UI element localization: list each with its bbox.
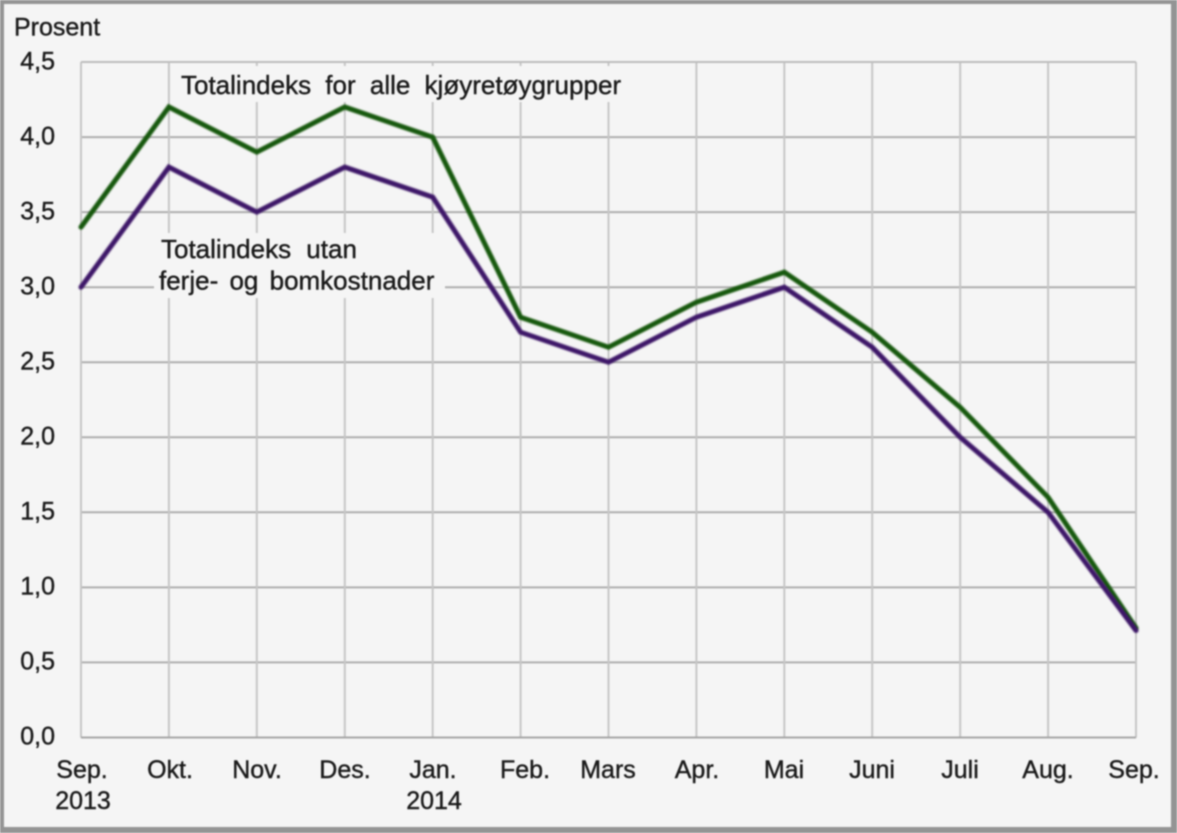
svg-text:Sep.: Sep. <box>1108 756 1159 784</box>
svg-text:0,0: 0,0 <box>20 723 55 751</box>
svg-text:2,5: 2,5 <box>20 348 55 376</box>
svg-text:Nov.: Nov. <box>232 756 282 784</box>
svg-text:Okt.: Okt. <box>147 756 193 784</box>
svg-text:Juli: Juli <box>941 756 979 784</box>
svg-text:Totalindeks utan: Totalindeks utan <box>161 234 357 264</box>
svg-text:4,5: 4,5 <box>20 48 55 76</box>
svg-text:Mai: Mai <box>764 756 804 784</box>
svg-text:4,0: 4,0 <box>20 123 55 151</box>
svg-text:Des.: Des. <box>319 756 370 784</box>
svg-text:Apr.: Apr. <box>675 756 719 784</box>
svg-text:Totalindeks for alle kjøyretøy: Totalindeks for alle kjøyretøygrupper <box>181 70 621 100</box>
svg-text:1,5: 1,5 <box>20 498 55 526</box>
svg-text:2013: 2013 <box>55 787 111 815</box>
svg-text:3,0: 3,0 <box>20 273 55 301</box>
svg-text:Jan.: Jan. <box>409 756 456 784</box>
svg-text:Juni: Juni <box>849 756 895 784</box>
svg-text:ferje- og bomkostnader: ferje- og bomkostnader <box>159 265 435 295</box>
svg-text:Prosent: Prosent <box>14 14 100 42</box>
svg-text:Mars: Mars <box>580 756 636 784</box>
svg-text:1,0: 1,0 <box>20 573 55 601</box>
svg-text:3,5: 3,5 <box>20 198 55 226</box>
svg-text:Aug.: Aug. <box>1022 756 1073 784</box>
svg-text:Feb.: Feb. <box>500 756 550 784</box>
svg-text:2014: 2014 <box>406 787 462 815</box>
svg-text:0,5: 0,5 <box>20 648 55 676</box>
svg-text:Sep.: Sep. <box>56 756 107 784</box>
svg-text:2,0: 2,0 <box>20 423 55 451</box>
